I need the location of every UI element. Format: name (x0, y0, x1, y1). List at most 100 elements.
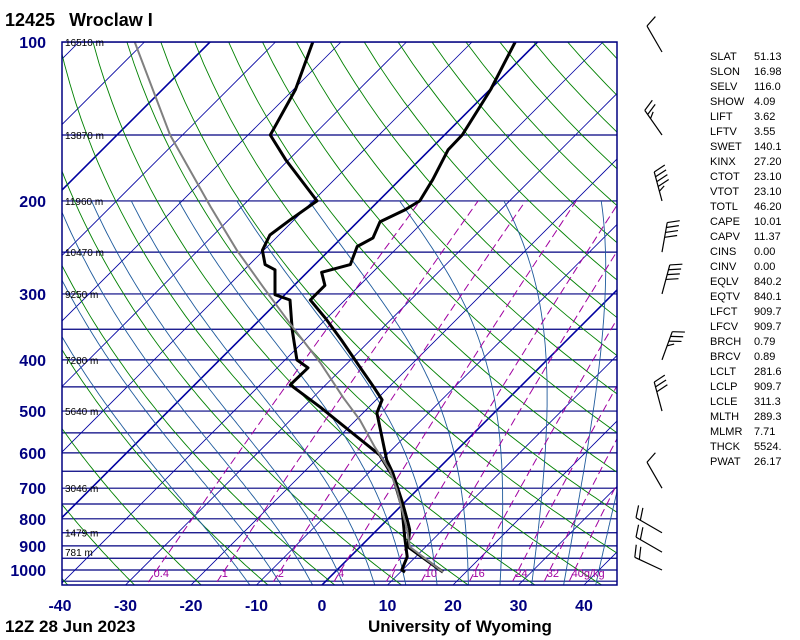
stat-row: MLTH 289.3 (710, 410, 782, 425)
isotherm-line (62, 42, 145, 126)
temperature-tick-label: -30 (114, 598, 137, 615)
mixing-ratio-line (145, 200, 421, 585)
stat-row: LCLE 311.3 (710, 395, 782, 410)
mixing-ratio-label: 0.4 (154, 568, 169, 580)
stat-row: PWAT 26.17 (710, 455, 782, 470)
stat-key: LCLE (710, 396, 738, 408)
stat-value: 11.37 (754, 231, 781, 243)
stat-value: 0.00 (754, 246, 776, 258)
isotherm-line (62, 42, 276, 257)
stat-key: LIFT (710, 111, 733, 123)
stat-row: LCLT 281.6 (710, 365, 782, 380)
stat-key: EQLV (710, 276, 739, 288)
mixing-ratio-label: 1 (222, 568, 228, 580)
stat-value: 909.7 (754, 321, 782, 333)
dry-adiabat-line (160, 42, 617, 554)
observation-time: 12Z 28 Jun 2023 (5, 617, 136, 636)
stat-key: CAPV (710, 231, 740, 243)
stat-value: 840.1 (754, 291, 782, 303)
moist-adiabat-line (91, 200, 345, 585)
moist-adiabat-line (399, 200, 504, 585)
isotherm-line (452, 420, 617, 585)
isotherm-line (62, 42, 407, 388)
moist-adiabat-line (62, 211, 314, 585)
stat-value: 0.79 (754, 336, 776, 348)
stat-value: 10.01 (754, 216, 782, 228)
wind-barb (653, 164, 670, 202)
moist-adiabat-line (130, 200, 376, 585)
wind-barb (646, 16, 663, 53)
stat-key: TOTL (710, 201, 738, 213)
height-label: 10470 m (65, 248, 104, 259)
stat-value: 840.2 (754, 276, 782, 288)
stat-row: CINV 0.00 (710, 260, 782, 275)
stat-row: EQLV 840.2 (710, 275, 782, 290)
stat-key: KINX (710, 156, 736, 168)
stat-row: EQTV 840.1 (710, 290, 782, 305)
temperature-tick-label: 40 (575, 598, 593, 615)
stat-row: VTOT 23.10 (710, 185, 782, 200)
stat-row: LIFT 3.62 (710, 110, 782, 125)
mixing-ratio-line (270, 200, 527, 585)
pressure-tick-label: 100 (19, 35, 46, 52)
stat-key: SLAT (710, 51, 737, 63)
stat-value: 46.20 (754, 201, 782, 213)
dry-adiabat-line (296, 42, 617, 395)
stat-key: BRCH (710, 336, 742, 348)
stat-key: LFCV (710, 321, 739, 333)
mixing-ratio-line (566, 482, 617, 585)
dewpoint-line (260, 42, 409, 574)
moist-adiabat-line (178, 200, 407, 585)
stat-row: SELV 116.0 (710, 80, 782, 95)
stat-value: 5524. (754, 441, 782, 453)
pressure-tick-label: 1000 (10, 563, 46, 580)
stat-key: MLTH (710, 411, 740, 423)
stat-value: 27.20 (754, 156, 782, 168)
source-label: University of Wyoming (368, 617, 552, 636)
temperature-tick-label: -20 (179, 598, 202, 615)
pressure-tick-label: 500 (19, 404, 46, 421)
stats-panel: SLAT 51.13 SLON 16.98 SELV 116.0 SHOW 4.09 LIFT 3… (710, 50, 782, 470)
stat-row: LCLP 909.7 (710, 380, 782, 395)
mixing-ratio-label: 2 (278, 568, 284, 580)
stat-key: CAPE (710, 216, 740, 228)
mixing-ratio-label: 40g/kg (572, 568, 605, 580)
height-label: 16510 m (65, 38, 104, 49)
stat-row: LFCT 909.7 (710, 305, 782, 320)
mixing-ratio-line (383, 204, 617, 585)
dry-adiabat-line (92, 42, 536, 585)
height-label: 11960 m (65, 197, 103, 208)
isotherm-line (386, 354, 617, 585)
stat-value: 16.98 (754, 66, 782, 78)
isotherm-line (62, 42, 80, 60)
pressure-tick-label: 600 (19, 446, 46, 463)
isotherm-line (517, 485, 617, 585)
height-label: 7280 m (65, 356, 98, 367)
isotherm-line (0, 42, 14, 592)
temperature-tick-label: 30 (510, 598, 528, 615)
isotherm-line (62, 42, 604, 584)
temperature-tick-label: 0 (318, 598, 327, 615)
stat-key: SLON (710, 66, 740, 78)
stat-key: CTOT (710, 171, 740, 183)
stat-row: SHOW 4.09 (710, 95, 782, 110)
dry-adiabat-line (62, 503, 136, 585)
stat-key: EQTV (710, 291, 740, 303)
stat-key: LCLT (710, 366, 737, 378)
stat-value: 311.3 (754, 396, 781, 408)
plot-frame (61, 41, 618, 586)
height-label: 5640 m (65, 407, 98, 418)
stat-row: CINS 0.00 (710, 245, 782, 260)
mixing-ratio-label: 24 (515, 568, 527, 580)
stat-row: CAPV 11.37 (710, 230, 782, 245)
stat-key: BRCV (710, 351, 741, 363)
station-name: Wroclaw I (69, 10, 153, 30)
stat-row: SWET 140.1 (710, 140, 782, 155)
wind-barb (661, 331, 685, 361)
stat-key: CINV (710, 261, 737, 273)
stat-row: SLON 16.98 (710, 65, 782, 80)
moist-adiabat-line (503, 200, 548, 585)
chart-title: 12425 Wroclaw I (5, 10, 167, 31)
isotherm-line (255, 223, 617, 585)
